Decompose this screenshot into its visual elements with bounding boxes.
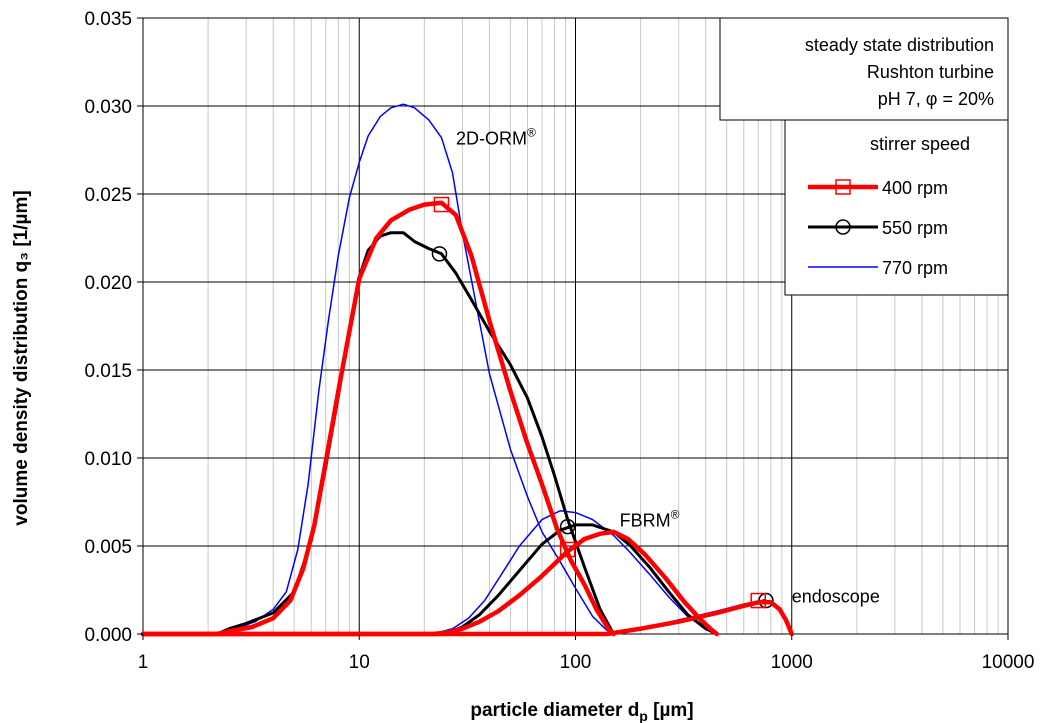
x-axis-title-main: particle diameter d	[470, 700, 639, 721]
legend-items: 400 rpm 550 rpm 770 rpm	[808, 178, 948, 278]
y-tick-label: 0.035	[84, 9, 132, 30]
y-tick-label: 0.030	[84, 97, 132, 118]
x-axis-title: particle diameter dp [µm]	[470, 700, 693, 723]
legend-title: stirrer speed	[870, 134, 970, 154]
x-tick-label: 10000	[982, 652, 1035, 673]
x-tick-label: 100	[560, 652, 592, 673]
legend-item-550-rpm: 550 rpm	[808, 218, 948, 238]
data-point-marker	[559, 518, 576, 535]
series-line-400-rpm	[140, 529, 720, 637]
info-box-frame	[719, 17, 1009, 121]
y-tick-label: 0.000	[84, 625, 132, 646]
legend-label: 770 rpm	[882, 258, 948, 278]
series-line-400-rpm	[140, 600, 795, 637]
x-tick-label: 10	[349, 652, 370, 673]
legend-marker	[835, 219, 851, 235]
data-point-marker	[433, 196, 450, 213]
series-layer	[140, 103, 795, 637]
series-line-400-rpm	[140, 200, 616, 637]
info-line-1: steady state distribution	[805, 35, 994, 55]
tick-labels: 1 10 100 1000 10000 0.000 0.005 0.010 0.015 0.020…	[84, 9, 1034, 673]
series-line-550-rpm	[141, 231, 616, 636]
annotation-label: endoscope	[792, 586, 880, 606]
x-tick-label: 1000	[771, 652, 813, 673]
legend-label: 400 rpm	[882, 178, 948, 198]
legend-label: 550 rpm	[882, 218, 948, 238]
info-box: steady state distribution Rushton turbin…	[719, 17, 1009, 121]
info-line-3: pH 7, φ = 20%	[878, 89, 994, 109]
series-line-770-rpm	[142, 510, 718, 635]
y-axis-title: volume density distribution q₃ [1/µm]	[11, 190, 32, 525]
annotation-label: FBRM®	[620, 508, 680, 531]
data-point-marker	[750, 592, 767, 609]
y-tick-label: 0.020	[84, 273, 132, 294]
data-point-marker	[431, 246, 448, 262]
data-point-marker	[559, 541, 576, 558]
x-axis-title-unit: [µm]	[648, 700, 694, 721]
y-tick-label: 0.015	[84, 361, 132, 382]
legend-item-400-rpm: 400 rpm	[808, 178, 948, 198]
legend-frame	[784, 119, 1009, 296]
x-tick-label: 1	[138, 652, 149, 673]
series-400-rpm	[140, 196, 795, 637]
annotations: 2D-ORM® FBRM® endoscope	[456, 126, 880, 607]
y-tick-label: 0.010	[84, 449, 132, 470]
legend-marker	[835, 179, 851, 195]
legend: stirrer speed 400 rpm 550 rpm 770 rpm	[784, 119, 1009, 296]
x-axis-title-sub: p	[639, 708, 648, 723]
y-tick-label: 0.025	[84, 185, 132, 206]
legend-item-770-rpm: 770 rpm	[808, 258, 948, 278]
annotation-label: 2D-ORM®	[456, 126, 536, 149]
y-tick-label: 0.005	[84, 537, 132, 558]
series-line-770-rpm	[142, 103, 615, 635]
info-line-2: Rushton turbine	[867, 62, 994, 82]
